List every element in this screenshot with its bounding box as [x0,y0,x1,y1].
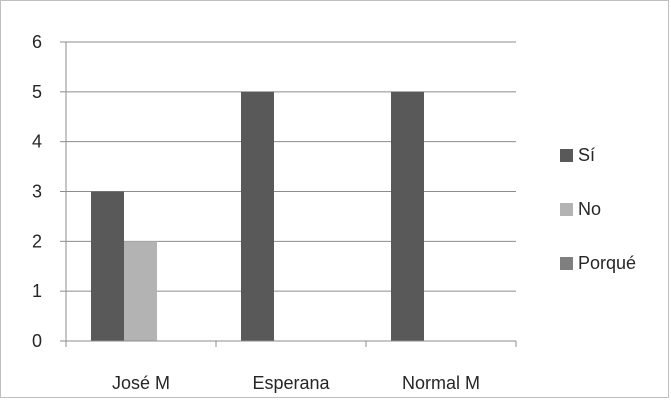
legend: Sí No Porqué [560,145,636,273]
legend-label: Sí [578,145,595,165]
legend-swatch [560,149,573,162]
y-tick-label: 1 [32,281,42,301]
y-tick-label: 0 [32,331,42,351]
y-tick-label: 3 [32,182,42,202]
legend-swatch [560,203,573,216]
y-tick-label: 6 [32,32,42,52]
y-tick-label: 2 [32,231,42,251]
x-tick-label: Normal M [402,373,480,393]
y-tick-label: 5 [32,82,42,102]
x-axis-ticks: José M Esperana Normal M [65,341,517,393]
bar-s--1 [91,191,124,341]
bar-no-1 [124,241,157,341]
bar-s--2 [241,91,274,341]
legend-swatch [560,257,573,270]
legend-label: Porqué [578,253,636,273]
y-axis-ticks: 0 1 2 3 4 5 6 [32,32,66,351]
y-tick-label: 4 [32,132,42,152]
x-tick-label: Esperana [252,373,330,393]
bar-s--3 [391,91,424,341]
x-tick-label: José M [112,373,170,393]
bars [91,91,424,341]
legend-label: No [578,199,601,219]
